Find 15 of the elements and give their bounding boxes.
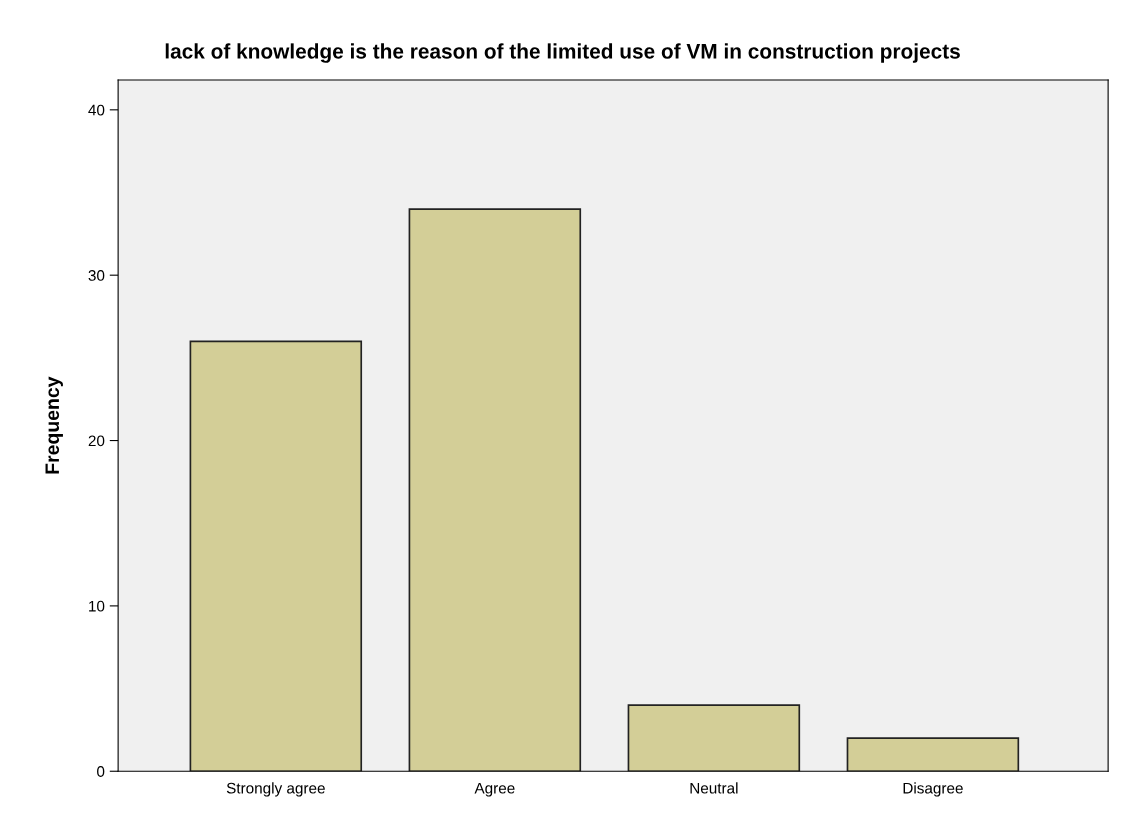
x-tick-label: Disagree (903, 782, 963, 797)
x-tick-label: Agree (474, 782, 515, 797)
chart-title: lack of knowledge is the reason of the limited use of VM in construction projects (165, 43, 960, 63)
y-axis-title: Frequency (45, 376, 63, 474)
y-tick-label: 10 (89, 600, 105, 612)
y-tick-label: 0 (97, 766, 105, 777)
y-tick-label: 20 (88, 435, 105, 447)
x-tick-label: Neutral (690, 782, 738, 794)
bar (408, 208, 582, 772)
bar (189, 340, 363, 772)
bar (846, 737, 1020, 772)
y-tick-label: 40 (88, 104, 105, 116)
y-tick-label: 30 (88, 270, 105, 281)
x-tick-label: Strongly agree (226, 782, 325, 797)
bar (627, 704, 801, 772)
